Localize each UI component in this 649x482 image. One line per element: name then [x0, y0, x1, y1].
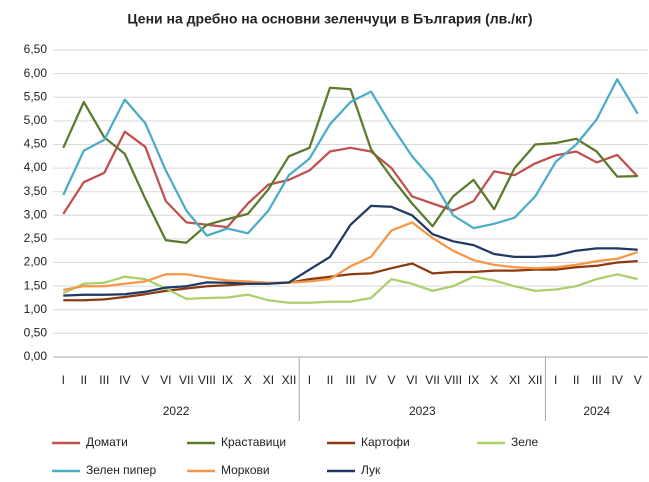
x-tick-label: V: [634, 373, 642, 387]
x-tick-label: V: [388, 373, 396, 387]
legend-label: Лук: [361, 463, 381, 477]
y-tick-label: 0,00: [24, 349, 48, 363]
y-tick-label: 6,00: [24, 66, 48, 80]
x-tick-label: IV: [119, 373, 130, 387]
x-tick-label: VI: [406, 373, 417, 387]
chart-title: Цени на дребно на основни зеленчуци в Бъ…: [127, 11, 532, 27]
y-tick-label: 0,50: [24, 326, 48, 340]
x-tick-label: VIII: [444, 373, 462, 387]
x-tick-label: VII: [179, 373, 194, 387]
x-tick-label: XI: [509, 373, 520, 387]
x-tick-label: II: [327, 373, 334, 387]
series-line: [62, 86, 638, 244]
x-tick-label: V: [141, 373, 149, 387]
year-label: 2024: [583, 404, 610, 418]
x-tick-label: I: [308, 373, 311, 387]
legend-label: Зеле: [511, 435, 539, 449]
x-tick-label: XII: [528, 373, 543, 387]
year-label: 2022: [163, 404, 190, 418]
x-tick-label: VIII: [198, 373, 216, 387]
x-tick-label: X: [490, 373, 498, 387]
legend-label: Моркови: [221, 463, 270, 477]
x-tick-label: III: [345, 373, 355, 387]
y-tick-label: 1,00: [24, 302, 48, 316]
x-tick-label: XII: [282, 373, 297, 387]
y-tick-label: 5,00: [24, 113, 48, 127]
series-line: [62, 78, 639, 237]
y-tick-label: 6,50: [24, 42, 48, 56]
x-tick-label: VII: [425, 373, 440, 387]
x-tick-label: IX: [222, 373, 233, 387]
legend-label: Домати: [86, 435, 128, 449]
series-line: [62, 130, 639, 229]
x-tick-label: III: [99, 373, 109, 387]
y-tick-label: 1,50: [24, 278, 48, 292]
series-line: [63, 221, 639, 292]
x-tick-label: IX: [468, 373, 479, 387]
x-tick-label: IV: [612, 373, 623, 387]
legend-label: Краставици: [221, 435, 286, 449]
legend-label: Зелен пипер: [86, 463, 157, 477]
legend-label: Картофи: [361, 435, 410, 449]
y-tick-label: 2,00: [24, 255, 48, 269]
y-tick-label: 3,50: [24, 184, 48, 198]
series-line: [62, 273, 638, 304]
x-tick-label: I: [62, 373, 65, 387]
year-label: 2023: [409, 404, 436, 418]
y-tick-label: 5,50: [24, 89, 48, 103]
y-tick-label: 4,00: [24, 160, 48, 174]
x-tick-label: III: [592, 373, 602, 387]
x-tick-label: XI: [263, 373, 274, 387]
y-tick-label: 2,50: [24, 231, 48, 245]
x-tick-label: I: [554, 373, 557, 387]
x-tick-label: II: [573, 373, 580, 387]
y-tick-label: 3,00: [24, 207, 48, 221]
x-tick-label: X: [244, 373, 252, 387]
y-tick-label: 4,50: [24, 137, 48, 151]
x-tick-label: IV: [365, 373, 376, 387]
x-tick-label: II: [80, 373, 87, 387]
x-tick-label: VI: [160, 373, 171, 387]
series-line: [63, 204, 638, 297]
series-line: [63, 259, 638, 302]
